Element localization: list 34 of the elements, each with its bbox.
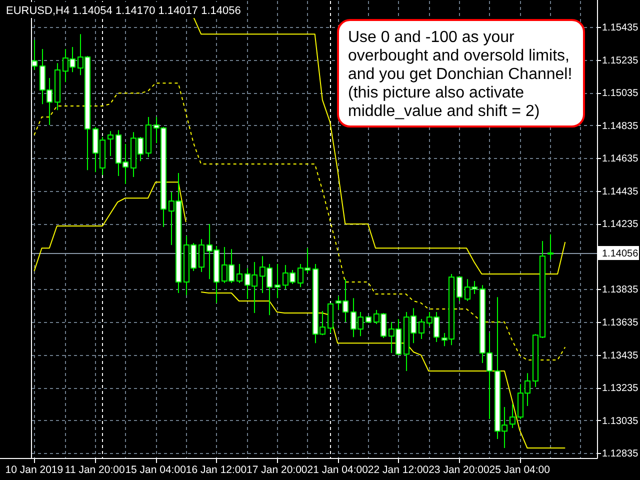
y-tick-label: 1.12835 — [602, 448, 639, 460]
y-tick-label: 1.13235 — [602, 383, 639, 394]
y-tick-label: 1.13635 — [602, 318, 639, 328]
x-tick-label: 17 Jan 20:00 — [246, 464, 308, 476]
x-tick-label: 15 Jan 04:00 — [125, 464, 186, 476]
y-tick-label: 1.15435 — [602, 22, 639, 34]
candlestick — [418, 318, 424, 340]
y-tick-label: 1.14235 — [602, 219, 639, 230]
x-tick-label: 25 Jan 04:00 — [489, 464, 550, 476]
y-tick-label: 1.13835 — [602, 284, 639, 296]
candlestick — [198, 238, 204, 273]
x-tick-label: 10 Jan 2019 — [5, 464, 64, 476]
y-tick-label: 1.15035 — [602, 88, 639, 100]
x-tick-label: 16 Jan 12:00 — [186, 464, 247, 476]
candlestick — [274, 263, 280, 299]
y-tick-label: 1.14635 — [602, 154, 639, 165]
x-tick-label: 11 Jan 20:00 — [64, 464, 125, 476]
chart-title: EURUSD,H4 1.14054 1.14170 1.14017 1.14056 — [6, 5, 241, 17]
ref-line-label: 1.14056 — [602, 248, 639, 260]
candlestick — [548, 234, 554, 260]
y-tick-label: 1.15235 — [602, 55, 639, 66]
y-tick-label: 1.13435 — [602, 350, 639, 362]
annotation: Use 0 and -100 as your overbought and oversold limits, and you get Donchian Channel! (this picture also activate middle_value and shift = 2) — [348, 29, 572, 120]
candlestick — [108, 130, 114, 157]
x-tick-label: 23 Jan 20:00 — [428, 464, 490, 476]
x-tick-label: 22 Jan 12:00 — [368, 464, 429, 476]
y-tick-label: 1.13035 — [602, 416, 639, 427]
x-tick-label: 21 Jan 04:00 — [307, 464, 368, 476]
y-tick-label: 1.14835 — [602, 120, 639, 132]
y-tick-label: 1.14435 — [602, 186, 639, 198]
candlestick — [456, 276, 462, 302]
candlestick — [510, 404, 516, 429]
line-series — [34, 82, 566, 361]
candlestick — [236, 263, 242, 284]
